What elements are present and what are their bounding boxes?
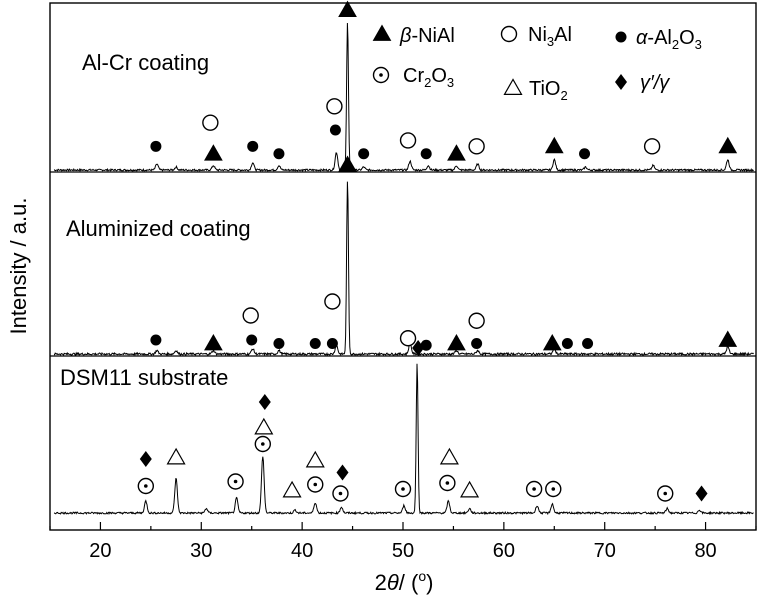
phase-marker-filled-circle [326, 338, 338, 349]
legend-symbol-open-triangle [503, 78, 523, 95]
phase-marker-dotted-circle [332, 485, 349, 502]
phase-marker-filled-triangle [204, 333, 223, 351]
phase-marker-filled-circle [273, 338, 285, 349]
phase-marker-open-triangle [439, 447, 459, 465]
legend-label: α-Al2O3 [636, 27, 702, 52]
phase-marker-filled-circle [246, 334, 258, 346]
phase-marker-filled-triangle [544, 136, 564, 154]
phase-marker-filled-circle [582, 338, 594, 349]
peak-point [347, 21, 348, 22]
phase-marker-filled-circle [150, 334, 162, 346]
legend-symbol-filled-triangle [372, 24, 392, 41]
series-line [53, 22, 754, 173]
legend-label: TiO2 [529, 78, 568, 103]
legend-item: Cr2O3 [372, 65, 454, 90]
x-tick-label: 70 [594, 540, 616, 562]
phase-marker-filled-diamond [695, 485, 708, 502]
phase-marker-open-triangle [305, 450, 325, 468]
phase-marker-dotted-circle [525, 480, 543, 498]
phase-marker-dotted-circle [307, 476, 324, 493]
phase-marker-filled-circle [247, 140, 259, 152]
phase-marker-filled-circle [471, 338, 483, 349]
phase-marker-filled-diamond [258, 394, 271, 410]
legend-label: β-NiAl [399, 25, 455, 47]
series-label: DSM11 substrate [60, 365, 228, 390]
x-tick-label: 80 [694, 540, 716, 562]
peak-point [347, 178, 348, 179]
series-1 [53, 21, 754, 173]
series-label: Aluminized coating [66, 216, 251, 241]
phase-marker-filled-diamond [412, 340, 425, 356]
phase-marker-dotted-circle [545, 480, 562, 498]
x-tick-label: 20 [89, 540, 111, 562]
series-2 [53, 178, 754, 357]
y-axis-label: Intensity / a.u. [6, 198, 31, 335]
x-tick-label: 60 [493, 540, 515, 562]
phase-marker-open-circle [202, 114, 219, 131]
legend-item: γ′/γ [615, 72, 670, 94]
legend-symbol-open-circle [500, 25, 518, 43]
phase-marker-filled-circle [561, 338, 573, 349]
phase-marker-open-circle [399, 330, 417, 347]
legend-symbol-filled-circle [615, 31, 627, 43]
legend-symbol-dotted-circle [372, 66, 390, 84]
x-axis-label: 2θ/ (o) [375, 568, 434, 595]
phase-marker-filled-circle [579, 148, 591, 160]
phase-marker-filled-circle [420, 148, 432, 160]
phase-marker-filled-triangle [718, 330, 738, 347]
phase-marker-open-triangle [254, 417, 274, 435]
phase-marker-filled-triangle [542, 333, 562, 351]
legend-item: β-NiAl [372, 24, 455, 47]
phase-marker-filled-triangle [338, 155, 357, 172]
phase-marker-filled-triangle [718, 136, 738, 154]
phase-marker-open-triangle [460, 480, 480, 498]
x-tick-label: 50 [392, 540, 414, 562]
peak-point [417, 362, 418, 363]
phase-marker-filled-circle [329, 124, 341, 136]
phase-marker-open-triangle [282, 480, 302, 498]
x-tick-label: 40 [291, 540, 313, 562]
phase-marker-dotted-circle [254, 435, 272, 453]
phase-marker-dotted-circle [439, 474, 456, 492]
phase-marker-dotted-circle [227, 473, 244, 490]
phase-marker-open-circle [643, 138, 661, 155]
phase-marker-filled-circle [358, 148, 370, 160]
series-line [53, 363, 754, 516]
peak-point [262, 455, 263, 456]
phase-marker-open-circle [468, 312, 485, 329]
phase-marker-filled-triangle [338, 0, 357, 18]
phase-marker-open-circle [326, 98, 343, 115]
phase-marker-filled-diamond [336, 464, 349, 481]
phase-marker-filled-circle [273, 148, 285, 160]
phase-marker-filled-circle [309, 338, 321, 349]
phase-marker-dotted-circle [394, 480, 412, 498]
phase-marker-filled-triangle [447, 144, 466, 161]
legend-item: TiO2 [503, 78, 568, 103]
phase-marker-filled-diamond [139, 451, 152, 467]
legend-symbol-filled-diamond [615, 74, 627, 90]
phase-marker-filled-triangle [447, 333, 466, 351]
x-tick-label: 30 [190, 540, 212, 562]
phase-marker-dotted-circle [137, 477, 155, 495]
legend-label: Cr2O3 [403, 65, 454, 90]
legend-item: α-Al2O3 [615, 27, 702, 52]
legend-label: γ′/γ [640, 72, 670, 94]
phase-marker-dotted-circle [657, 485, 674, 502]
series-line [53, 181, 754, 357]
phase-marker-open-circle [242, 307, 259, 324]
phase-marker-open-circle [324, 293, 341, 310]
legend-item: Ni3Al [500, 24, 572, 49]
series-3 [53, 362, 754, 516]
series-label: Al-Cr coating [82, 50, 209, 75]
legend-label: Ni3Al [528, 24, 572, 49]
phase-marker-open-circle [468, 138, 485, 155]
phase-marker-open-triangle [166, 447, 186, 465]
phase-marker-filled-triangle [204, 144, 223, 161]
phase-marker-open-circle [399, 132, 417, 149]
phase-marker-filled-circle [150, 140, 162, 152]
legend: β-NiAl Ni3Al α-Al2O3 Cr2O3 TiO2 γ′/γ [372, 24, 702, 103]
